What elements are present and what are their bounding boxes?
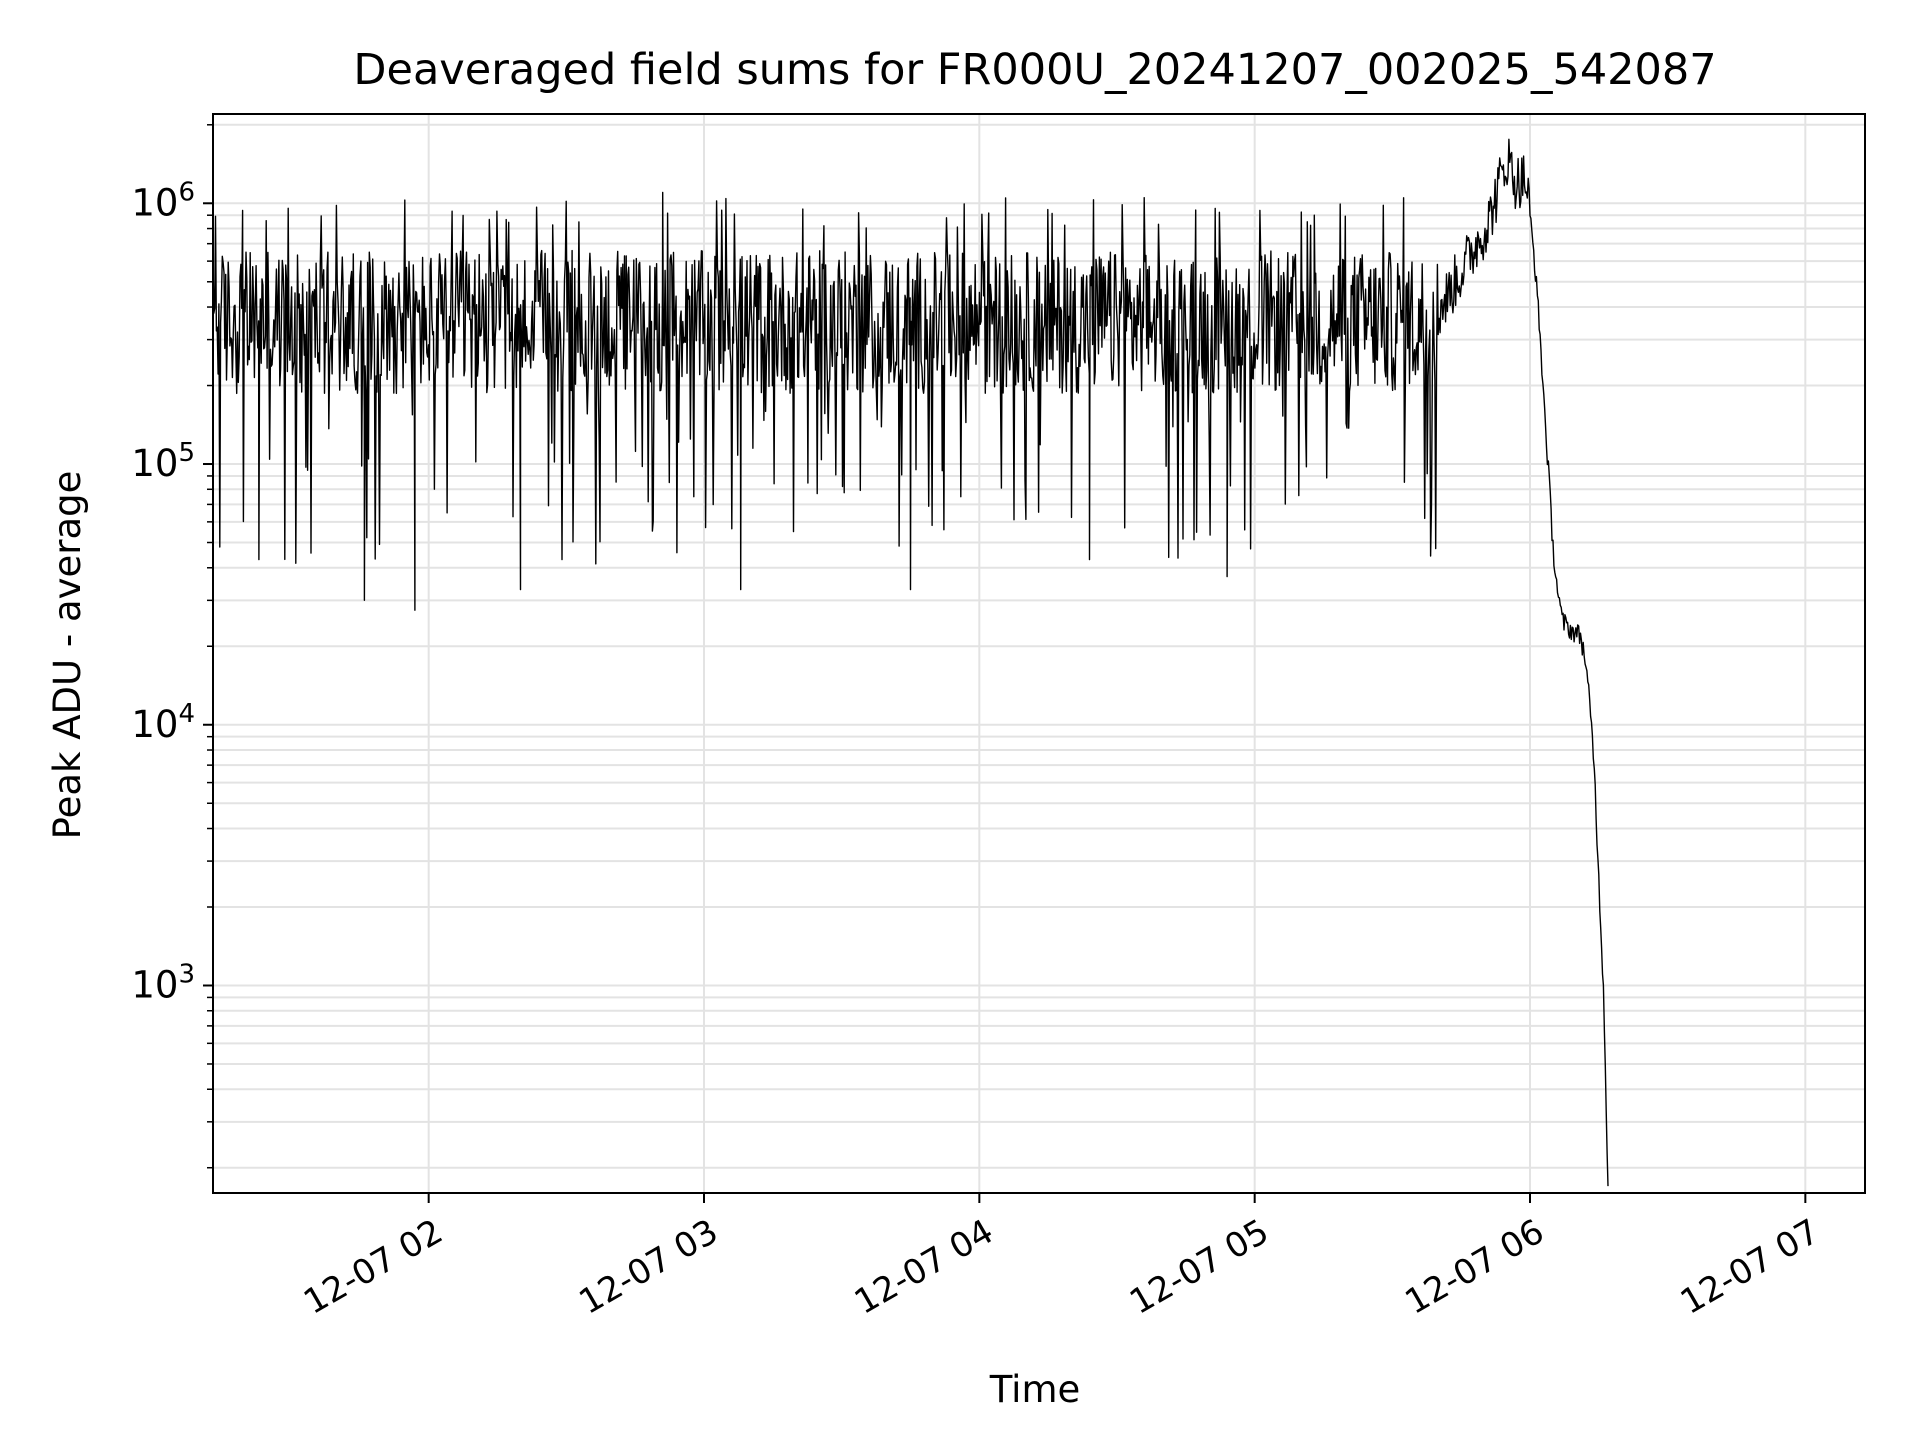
plot-area	[212, 138, 1609, 1187]
chart-title: Deaveraged field sums for FR000U_2024120…	[353, 45, 1716, 95]
grid-lines	[213, 114, 1865, 1193]
plot-frame	[212, 113, 1866, 1194]
y-tick-label: 103	[131, 959, 195, 1006]
x-axis-label: Time	[989, 1368, 1081, 1411]
y-tick-label: 104	[131, 699, 195, 746]
y-axis-label: Peak ADU - average	[46, 471, 89, 840]
series-line	[212, 138, 1609, 1187]
y-tick-label: 105	[131, 438, 195, 485]
y-tick-label: 106	[131, 177, 195, 224]
